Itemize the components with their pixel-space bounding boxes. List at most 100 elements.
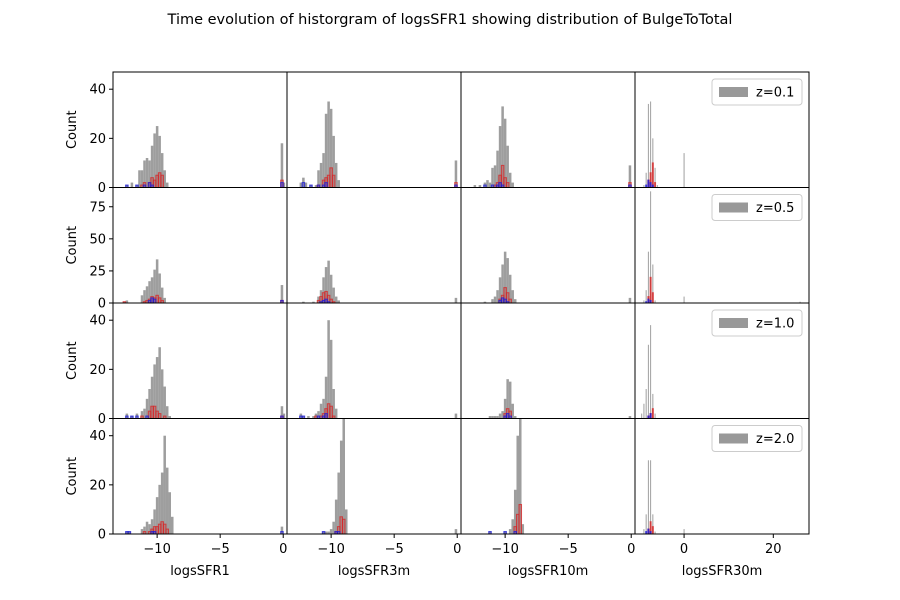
- histogram-bar: [641, 413, 643, 419]
- histogram-bar: [511, 290, 514, 303]
- histogram-bar: [683, 153, 685, 188]
- y-tick-label: 40: [89, 429, 106, 444]
- histogram-bar: [516, 435, 519, 534]
- histogram-bar: [280, 406, 284, 419]
- histogram-bar: [496, 150, 499, 188]
- histogram-bar: [656, 185, 658, 188]
- x-tick-label: −5: [559, 542, 578, 557]
- histogram-bar: [148, 281, 151, 303]
- histogram-bar: [645, 290, 647, 303]
- histogram-bar: [511, 182, 514, 188]
- blue-step-bar: [324, 413, 328, 420]
- histogram-bar: [647, 103, 649, 188]
- red-step-bar: [654, 182, 657, 189]
- x-tick-label: 0: [627, 542, 635, 557]
- x-axis-label: logsSFR3m: [338, 564, 410, 579]
- histogram-bar: [652, 393, 654, 419]
- axes-frame: [286, 187, 462, 304]
- y-tick-label: 0: [98, 412, 106, 427]
- y-tick-label: 20: [89, 478, 106, 493]
- y-tick-label: 20: [89, 363, 106, 378]
- histogram-bar: [128, 531, 131, 534]
- histogram-bar: [299, 182, 303, 188]
- histogram-bar: [160, 369, 164, 419]
- histogram-bar: [337, 472, 340, 534]
- y-axis-label: Count: [65, 226, 80, 265]
- y-tick-label: 0: [98, 181, 106, 196]
- histogram-bar: [165, 467, 169, 534]
- histogram-bar: [125, 300, 129, 303]
- histogram-bar: [324, 267, 328, 303]
- histogram-bar: [280, 526, 284, 534]
- histogram-bar: [324, 113, 328, 188]
- histogram-bar: [491, 299, 494, 303]
- histogram-bar: [508, 274, 512, 303]
- histogram-bar: [312, 416, 315, 419]
- red-step-bar: [157, 413, 162, 420]
- histogram-bar: [650, 460, 652, 534]
- panel-r1-c0: 0 25 50 75 Count: [65, 187, 288, 312]
- histogram-bar: [153, 364, 156, 419]
- histogram-bar: [645, 389, 647, 419]
- panel-r0-c1: [286, 71, 462, 189]
- axes-frame: [460, 302, 636, 419]
- histogram-bar: [130, 182, 134, 188]
- histogram-bar: [488, 531, 492, 534]
- histogram-bar: [506, 258, 509, 303]
- x-tick-label: 0: [453, 542, 461, 557]
- y-axis-label: Count: [65, 110, 80, 149]
- histogram-bar: [125, 531, 129, 534]
- histogram-bar: [140, 170, 144, 188]
- y-tick-label: 0: [98, 528, 106, 543]
- histogram-bar: [511, 519, 514, 534]
- histogram-bar: [168, 416, 171, 419]
- y-tick-label: 50: [89, 232, 106, 247]
- histogram-bar: [324, 376, 328, 419]
- legend-swatch: [719, 87, 748, 97]
- panel-r1-c3: z=0.5: [634, 187, 810, 304]
- histogram-bar: [327, 101, 330, 188]
- histogram-bar: [150, 277, 154, 303]
- histogram-bar: [327, 531, 330, 534]
- histogram-bar: [483, 301, 487, 303]
- panel-r2-c0: 0 20 40 Count: [65, 302, 288, 427]
- histogram-bar: [309, 185, 313, 188]
- histogram-bar: [493, 165, 497, 188]
- histogram-bar: [493, 416, 497, 419]
- histogram-bar: [501, 106, 504, 188]
- blue-step-bar: [324, 182, 328, 189]
- histogram-bar: [329, 339, 333, 419]
- histogram-bar: [155, 497, 159, 534]
- histogram-bar: [486, 180, 489, 188]
- histogram-bar: [324, 531, 328, 534]
- histogram-bar: [654, 300, 656, 303]
- axes-frame: [286, 418, 462, 535]
- histogram-bar: [307, 416, 310, 419]
- histogram-bar: [163, 297, 166, 303]
- legend-swatch: [719, 433, 748, 444]
- histogram-bar: [322, 531, 325, 534]
- histogram-bar: [454, 529, 458, 534]
- histogram-bar: [155, 126, 159, 188]
- blue-step-bar: [301, 182, 306, 189]
- histogram-bar: [143, 526, 146, 534]
- histogram-bar: [493, 296, 497, 303]
- panel-r3-c1: −10 −5 0 logsSFR3m: [286, 418, 462, 579]
- histogram-bar: [125, 185, 129, 188]
- axes-frame: [112, 302, 288, 419]
- histogram-bar: [143, 408, 146, 419]
- blue-step-bar: [152, 298, 157, 304]
- histogram-bar: [327, 260, 330, 303]
- axes-frame: [112, 187, 288, 304]
- histogram-bar: [148, 160, 151, 188]
- histogram-bar: [513, 489, 517, 534]
- histogram-bar: [158, 347, 161, 419]
- y-tick-label: 0: [98, 297, 106, 312]
- histogram-bar: [454, 413, 458, 419]
- histogram-bar: [513, 416, 517, 419]
- histogram-bar: [123, 301, 126, 303]
- legend-swatch: [719, 202, 748, 213]
- legend-swatch: [719, 318, 748, 328]
- histogram-bar: [165, 406, 169, 419]
- legend-label: z=0.5: [756, 201, 794, 216]
